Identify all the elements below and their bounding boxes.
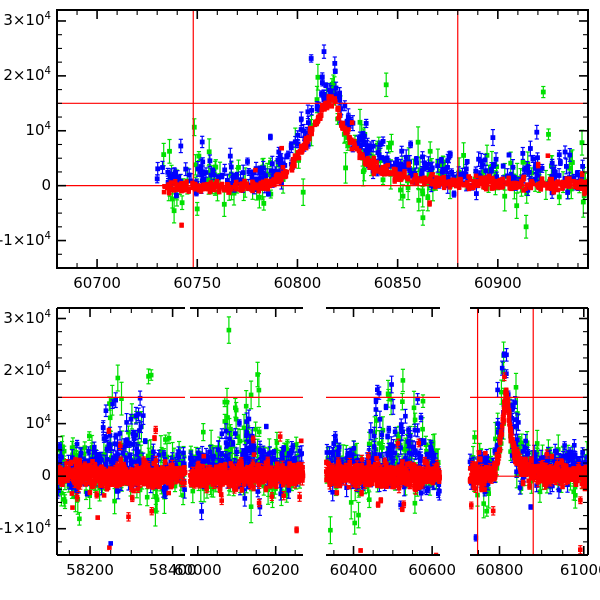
bottom-panel: -1×104 0 104 2×104 3×104 58200 58400 60000 6020…: [0, 295, 600, 600]
x-tick-label: 60000: [173, 561, 222, 579]
x-tick-label: 58200: [66, 561, 114, 579]
y-tick-label: -1×104: [0, 230, 51, 249]
top-panel-canvas: [56, 9, 589, 269]
y-tick-label: 0: [41, 175, 51, 194]
x-tick-label: 60750: [173, 274, 222, 292]
y-tick-label: 2×104: [3, 361, 51, 380]
y-tick-label: 2×104: [3, 65, 51, 84]
y-tick-label: 104: [25, 413, 51, 432]
x-tick-label: 60700: [73, 274, 121, 292]
x-tick-label: 58400: [148, 561, 197, 579]
y-tick-label: 3×104: [3, 308, 51, 327]
x-tick-label: 60800: [273, 274, 322, 292]
x-tick-label: 60850: [373, 274, 422, 292]
y-tick-label: -1×104: [0, 518, 51, 537]
x-tick-label: 60200: [251, 561, 300, 579]
y-tick-label: 104: [25, 120, 51, 139]
bottom-panel-canvas: [56, 307, 589, 556]
y-tick-label: 0: [41, 466, 51, 485]
y-tick-label: 3×104: [3, 10, 51, 29]
x-tick-label: 60800: [475, 561, 524, 579]
top-panel: -1×104 0 104 2×104 3×104 60700 60750 60800 6085…: [0, 0, 600, 295]
x-tick-label: 60400: [329, 561, 378, 579]
x-tick-label: 60600: [408, 561, 456, 579]
x-tick-label: 61000: [559, 561, 600, 579]
x-tick-label: 60900: [473, 274, 522, 292]
